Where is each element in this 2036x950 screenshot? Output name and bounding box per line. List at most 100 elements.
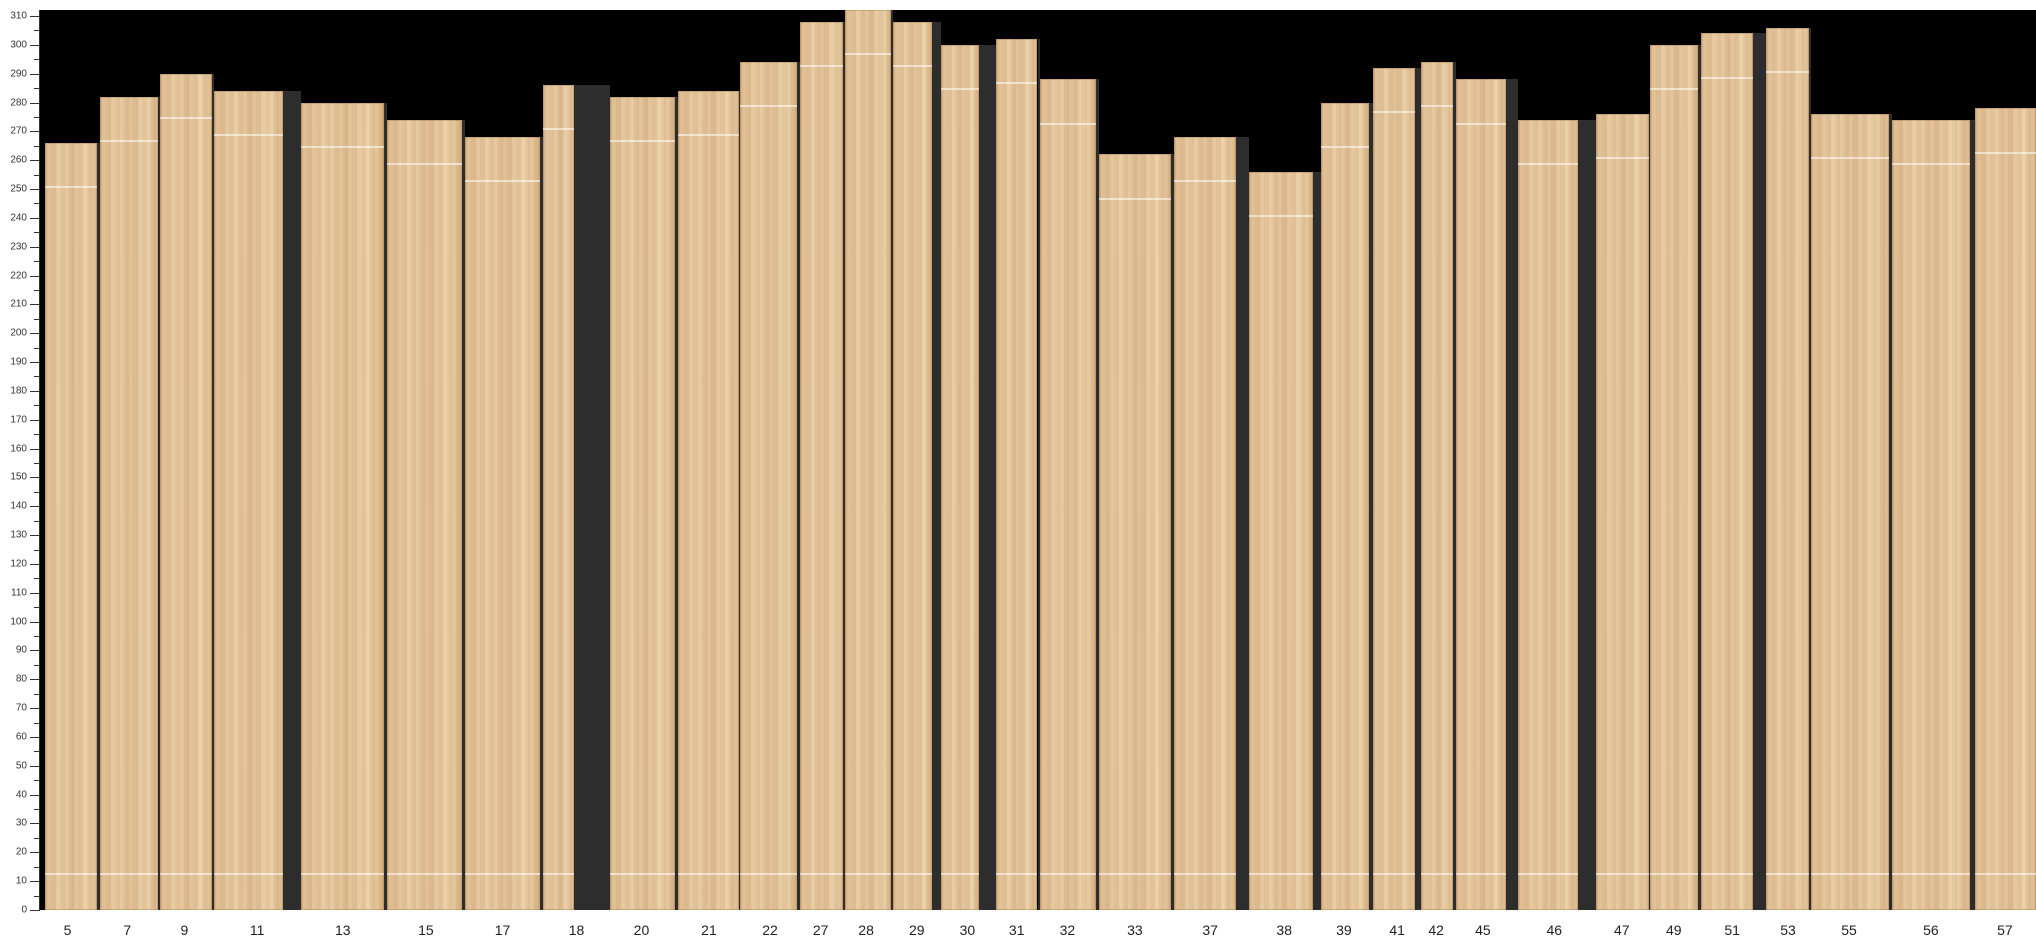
- x-tick-label: 7: [123, 922, 132, 938]
- x-tick-label: 49: [1665, 922, 1682, 938]
- chalk-mark: [941, 873, 980, 876]
- veneer-board-27: [799, 21, 843, 910]
- y-tick: [34, 866, 39, 868]
- board-gap-shadow: [1312, 171, 1321, 910]
- y-tick: [34, 607, 39, 609]
- board-gap-shadow: [1752, 33, 1766, 910]
- y-tick: [30, 650, 39, 652]
- x-tick-label: 15: [418, 922, 434, 938]
- y-tick: [30, 736, 39, 738]
- chalk-mark: [214, 134, 284, 137]
- chalk-mark: [1320, 873, 1369, 876]
- board-gap-shadow: [573, 85, 611, 910]
- chalk-mark: [1420, 105, 1453, 108]
- chalk-mark: [542, 128, 574, 131]
- x-tick-label: 11: [249, 922, 265, 938]
- chalk-mark: [214, 873, 284, 876]
- board-gap-shadow: [1649, 114, 1651, 910]
- veneer-board-21: [677, 90, 739, 910]
- chalk-mark: [677, 873, 739, 876]
- y-tick: [30, 823, 39, 825]
- chalk-mark: [45, 873, 98, 876]
- x-tick-label: 37: [1202, 922, 1218, 938]
- board-gap-shadow: [932, 21, 942, 910]
- veneer-board-31: [995, 39, 1038, 910]
- x-tick-label: 9: [180, 922, 189, 938]
- y-tick: [34, 88, 39, 90]
- plot-area: [40, 10, 2036, 910]
- chalk-mark: [45, 186, 98, 189]
- chalk-mark: [610, 873, 676, 876]
- board-gap-shadow: [675, 96, 678, 910]
- x-tick-label: 41: [1389, 922, 1405, 938]
- board-gap-shadow: [1698, 44, 1702, 910]
- y-tick: [30, 304, 39, 306]
- board-gap-shadow: [979, 44, 996, 910]
- veneer-board-15: [386, 119, 463, 910]
- board-gap-shadow: [1889, 114, 1892, 910]
- y-tick-label: 80: [15, 673, 27, 685]
- veneer-board-45: [1455, 79, 1507, 910]
- chalk-mark: [1372, 111, 1416, 114]
- veneer-board-57: [1975, 108, 2036, 910]
- y-tick-label: 260: [10, 154, 27, 166]
- y-tick: [30, 881, 39, 883]
- chalk-mark: [1098, 873, 1172, 876]
- board-gap-shadow: [1577, 119, 1596, 910]
- chalk-mark: [1372, 873, 1416, 876]
- y-tick-label: 180: [10, 385, 27, 397]
- x-tick-label: 53: [1780, 922, 1796, 938]
- x-tick-label: 5: [63, 922, 72, 938]
- veneer-board-51: [1701, 33, 1753, 910]
- chalk-mark: [1098, 197, 1172, 200]
- board-gap-shadow: [1453, 62, 1456, 910]
- chalk-mark: [1650, 873, 1699, 876]
- y-tick: [30, 506, 39, 508]
- y-tick: [34, 30, 39, 32]
- x-tick-label: 20: [633, 922, 650, 938]
- y-tick: [34, 664, 39, 666]
- chalk-mark: [1891, 873, 1970, 876]
- x-tick-label: 31: [1008, 922, 1025, 938]
- y-tick-label: 290: [10, 68, 27, 80]
- veneer-board-30: [941, 44, 980, 910]
- chalk-mark: [464, 873, 541, 876]
- x-tick-label: 47: [1614, 922, 1630, 938]
- chalk-mark: [301, 873, 385, 876]
- chalk-mark: [893, 873, 933, 876]
- x-tick-label: 33: [1127, 922, 1143, 938]
- board-gap-shadow: [1969, 119, 1975, 910]
- chalk-mark: [1455, 122, 1507, 125]
- chalk-mark: [1455, 873, 1507, 876]
- chalk-mark: [1811, 873, 1890, 876]
- veneer-board-5: [45, 142, 98, 910]
- chalk-mark: [799, 873, 843, 876]
- veneer-board-22: [740, 62, 798, 910]
- board-gap-shadow: [890, 10, 894, 910]
- y-tick: [30, 102, 39, 104]
- y-tick: [30, 390, 39, 392]
- board-gap-shadow: [1236, 137, 1250, 910]
- veneer-board-41: [1372, 67, 1416, 910]
- x-tick-label: 46: [1546, 922, 1563, 938]
- chalk-mark: [1040, 122, 1096, 125]
- chalk-mark: [1173, 180, 1237, 183]
- veneer-board-17: [464, 137, 541, 910]
- y-tick: [30, 44, 39, 46]
- x-tick-label: 51: [1724, 922, 1740, 938]
- y-tick-label: 250: [10, 183, 27, 195]
- veneer-board-39: [1320, 102, 1369, 910]
- veneer-board-47: [1595, 114, 1650, 910]
- chalk-mark: [1249, 214, 1313, 217]
- veneer-board-18: [542, 85, 574, 910]
- x-tick-label: 32: [1059, 922, 1076, 938]
- chalk-mark: [1420, 873, 1453, 876]
- x-tick-label: 55: [1841, 922, 1857, 938]
- chalk-mark: [1811, 157, 1890, 160]
- board-gap-shadow: [1415, 67, 1421, 910]
- chalk-mark: [1701, 76, 1753, 79]
- y-tick: [30, 131, 39, 133]
- y-tick-label: 40: [15, 789, 27, 801]
- chalk-mark: [893, 65, 933, 68]
- y-tick: [34, 59, 39, 61]
